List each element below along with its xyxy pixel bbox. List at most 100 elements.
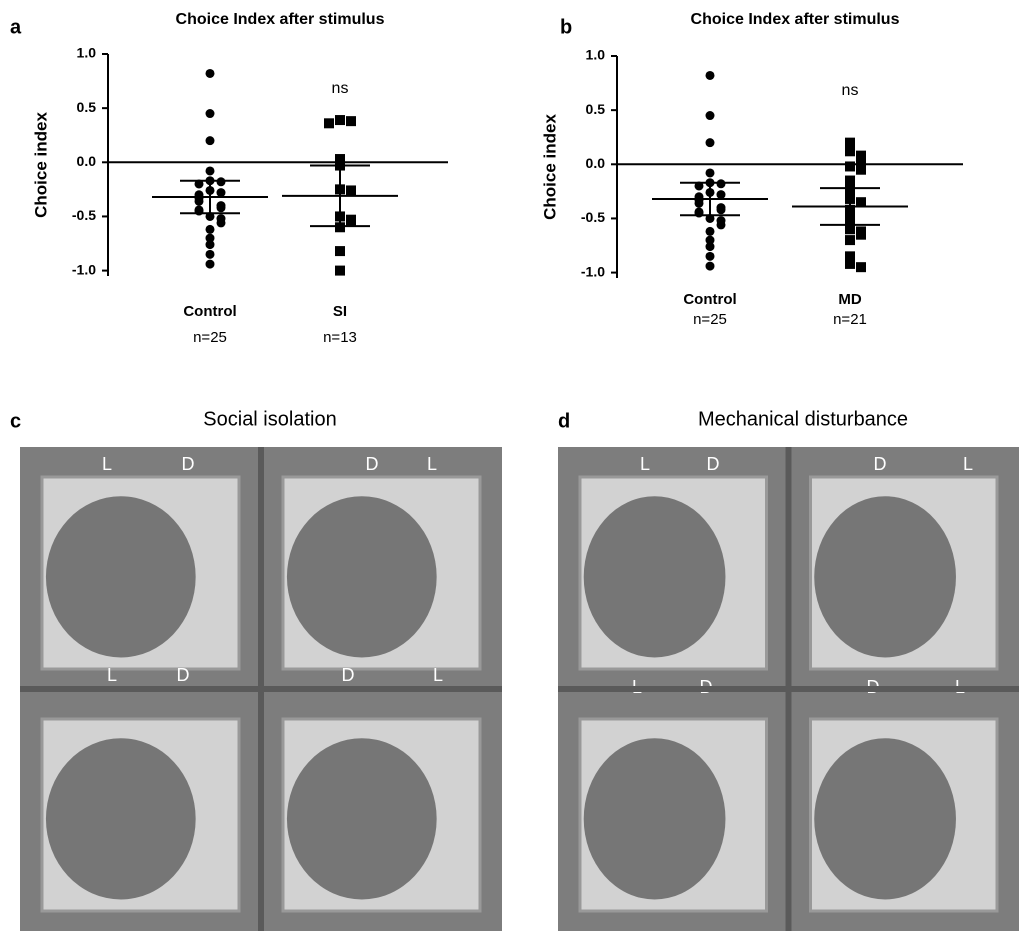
data-point	[845, 137, 855, 148]
arena-label: D	[707, 454, 720, 474]
arena-label: D	[182, 454, 195, 474]
y-tick-label: -1.0	[72, 261, 96, 277]
data-point	[205, 240, 215, 250]
data-point	[335, 222, 345, 233]
data-point	[856, 197, 866, 208]
data-point	[716, 179, 726, 189]
y-axis-label: Choice index	[31, 112, 50, 218]
data-point	[335, 115, 345, 126]
data-point	[845, 180, 855, 191]
trajectory-area	[286, 496, 437, 658]
data-point	[856, 229, 866, 240]
data-point	[205, 224, 215, 234]
data-point	[705, 261, 715, 271]
trajectory-area	[286, 738, 437, 900]
data-point	[205, 136, 215, 146]
arena-label: L	[963, 454, 973, 474]
arena-label: D	[342, 665, 355, 685]
data-point	[205, 233, 215, 243]
panel-title: Social isolation	[203, 408, 336, 430]
data-point	[705, 251, 715, 261]
trajectory-area	[814, 496, 956, 658]
data-point	[705, 70, 715, 80]
data-point	[716, 190, 726, 200]
data-point	[705, 168, 715, 178]
y-tick-label: -1.0	[581, 263, 605, 279]
arena-label: D	[874, 454, 887, 474]
trajectory-area	[45, 738, 196, 900]
data-point	[216, 218, 226, 228]
data-point	[845, 161, 855, 172]
arena-label: L	[102, 454, 112, 474]
data-point	[845, 175, 855, 186]
category-label: Control	[683, 291, 736, 308]
panel-label: c	[10, 410, 21, 432]
data-point	[716, 220, 726, 230]
data-point	[856, 153, 866, 164]
data-point	[205, 249, 215, 259]
y-tick-label: 0.5	[586, 101, 606, 117]
trajectory-area	[583, 738, 726, 900]
panel-title: Mechanical disturbance	[698, 408, 908, 430]
data-point	[205, 166, 215, 176]
data-point	[205, 68, 215, 78]
annotation: ns	[332, 80, 349, 97]
category-note: n=25	[693, 311, 727, 328]
data-point	[346, 216, 356, 227]
chart-title: Choice Index after stimulus	[691, 11, 900, 28]
data-point	[845, 258, 855, 269]
category-note: n=21	[833, 311, 867, 328]
category-note: n=25	[193, 329, 227, 346]
data-point	[845, 235, 855, 246]
arena-label: L	[427, 454, 437, 474]
data-point	[705, 242, 715, 252]
data-point	[694, 198, 704, 208]
data-point	[716, 205, 726, 215]
data-point	[845, 224, 855, 235]
data-point	[194, 196, 204, 206]
data-point	[856, 164, 866, 175]
panel-label: d	[558, 410, 570, 432]
y-tick-label: -0.5	[581, 209, 605, 225]
y-axis-label: Choice index	[540, 114, 559, 220]
data-point	[216, 177, 226, 187]
arena-label: L	[107, 665, 117, 685]
data-point	[845, 146, 855, 157]
data-point	[324, 118, 334, 129]
arena-label: L	[433, 665, 443, 685]
category-label: MD	[838, 291, 861, 308]
category-label: SI	[333, 303, 347, 320]
panel-label: a	[10, 16, 22, 38]
data-point	[205, 109, 215, 119]
arena-label: D	[177, 665, 190, 685]
data-point	[216, 188, 226, 198]
category-note: n=13	[323, 329, 357, 346]
data-point	[705, 138, 715, 148]
y-tick-label: 0.0	[586, 155, 606, 171]
data-point	[346, 116, 356, 127]
y-tick-label: -0.5	[72, 207, 96, 223]
data-point	[705, 226, 715, 236]
data-point	[205, 259, 215, 269]
data-point	[335, 265, 345, 276]
trajectory-area	[814, 738, 956, 900]
y-tick-label: 0.5	[77, 99, 97, 115]
data-point	[856, 262, 866, 273]
data-point	[705, 235, 715, 245]
y-tick-label: 1.0	[77, 45, 97, 61]
y-tick-label: 0.0	[77, 153, 97, 169]
data-point	[705, 111, 715, 121]
category-label: Control	[183, 303, 236, 320]
y-tick-label: 1.0	[586, 47, 606, 63]
panel-label: b	[560, 16, 572, 38]
data-point	[845, 251, 855, 262]
annotation: ns	[842, 82, 859, 99]
data-point	[216, 203, 226, 213]
data-point	[335, 246, 345, 257]
data-point	[346, 185, 356, 196]
trajectory-area	[583, 496, 726, 658]
arena-label: D	[366, 454, 379, 474]
arena-label: L	[640, 454, 650, 474]
trajectory-area	[45, 496, 196, 658]
